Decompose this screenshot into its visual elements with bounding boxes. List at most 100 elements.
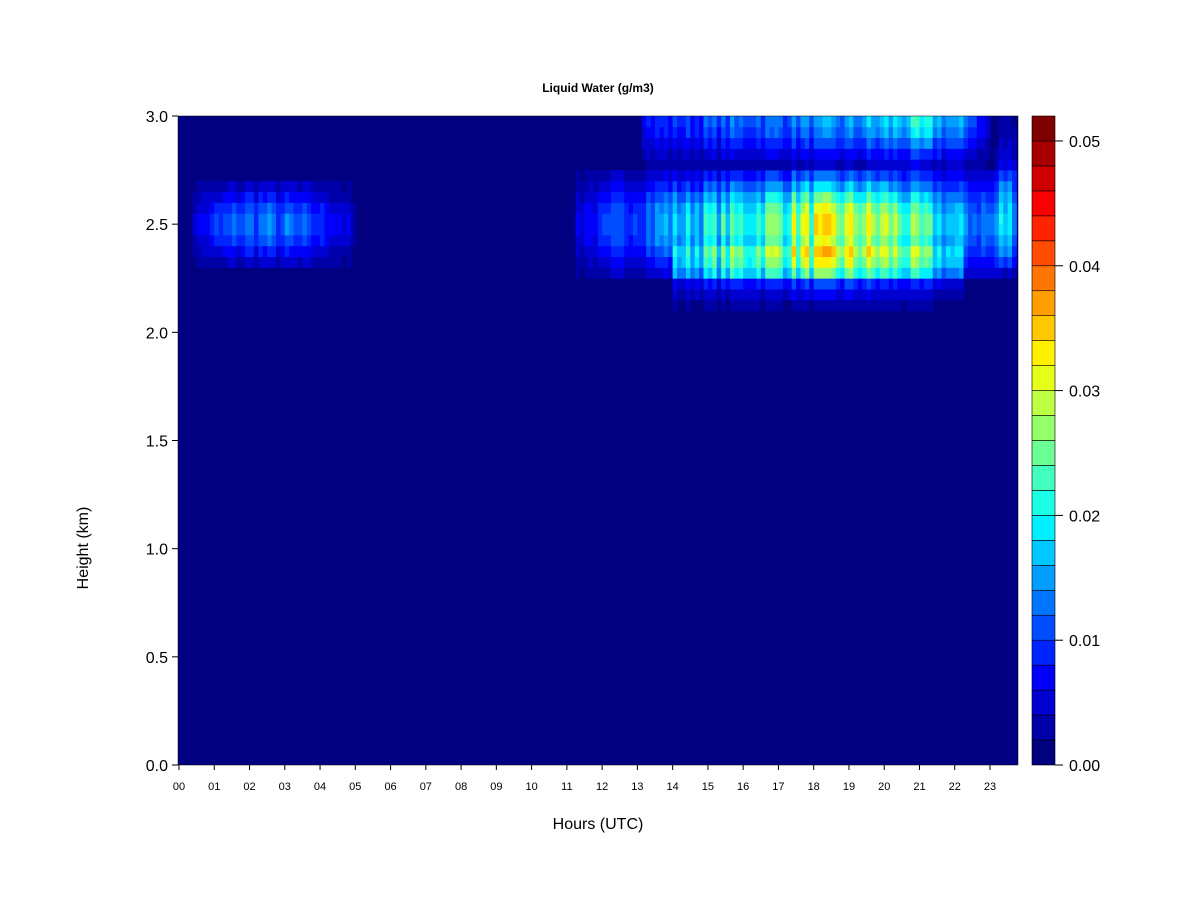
heatmap-cell xyxy=(985,137,991,149)
colorbar-swatch xyxy=(1031,589,1056,616)
heatmap-cell xyxy=(575,267,581,279)
heatmap-cell xyxy=(734,245,740,258)
heatmap-cell xyxy=(910,256,916,268)
heatmap-cell xyxy=(822,234,828,247)
heatmap-cell xyxy=(712,159,718,171)
heatmap-cell xyxy=(641,245,647,258)
heatmap-cell xyxy=(998,234,1004,247)
colorbar-swatch xyxy=(1031,165,1056,192)
heatmap-cell xyxy=(915,159,920,171)
heatmap-cell xyxy=(655,256,660,268)
heatmap-cell xyxy=(844,267,850,279)
heatmap-cell xyxy=(835,116,841,128)
heatmap-cell xyxy=(707,289,713,301)
heatmap-cell xyxy=(950,278,956,290)
heatmap-cell xyxy=(985,224,991,236)
heatmap-cell xyxy=(619,224,625,236)
heatmap-cell xyxy=(685,202,691,214)
heatmap-cell xyxy=(729,126,735,139)
heatmap-cell xyxy=(315,256,321,268)
heatmap-cell xyxy=(866,289,872,301)
heatmap-cell xyxy=(822,267,828,279)
heatmap-cell xyxy=(209,224,215,236)
heatmap-cell xyxy=(320,213,325,225)
heatmap-cell xyxy=(906,299,912,312)
heatmap-cell xyxy=(253,224,259,236)
heatmap-cell xyxy=(685,137,691,149)
heatmap-cell xyxy=(866,299,872,312)
heatmap-cell xyxy=(306,245,312,258)
colorbar: 0.000.010.020.030.040.05 xyxy=(1031,115,1100,775)
heatmap-cell xyxy=(963,245,969,258)
heatmap-cell xyxy=(690,170,696,182)
heatmap-cell xyxy=(575,234,581,247)
heatmap-cell xyxy=(919,202,925,214)
heatmap-cell xyxy=(333,256,339,268)
heatmap-cell xyxy=(866,267,872,279)
heatmap-cell xyxy=(725,278,731,290)
heatmap-cell xyxy=(998,213,1004,225)
heatmap-cell xyxy=(888,224,894,236)
heatmap-cell xyxy=(584,191,590,203)
heatmap-cell xyxy=(879,202,885,214)
heatmap-cell xyxy=(804,224,810,236)
heatmap-cell xyxy=(945,224,951,236)
heatmap-cell xyxy=(712,148,718,160)
heatmap-cell xyxy=(954,116,960,128)
heatmap-cell xyxy=(218,213,224,225)
heatmap-cell xyxy=(932,234,938,247)
heatmap-cell xyxy=(668,159,674,171)
heatmap-cell xyxy=(848,213,854,225)
heatmap-cell xyxy=(923,234,929,247)
heatmap-cell xyxy=(972,180,978,193)
heatmap-cell xyxy=(800,116,806,128)
colorbar-tick-label: 0.05 xyxy=(1069,134,1100,151)
heatmap-cell xyxy=(818,289,823,301)
heatmap-cell xyxy=(959,234,964,247)
heatmap-cell xyxy=(716,278,722,290)
heatmap-cell xyxy=(835,289,841,301)
x-tick-label: 17 xyxy=(772,781,784,793)
heatmap-cell xyxy=(641,267,647,279)
heatmap-cell xyxy=(915,116,920,128)
y-tick-label: 1.5 xyxy=(146,434,168,451)
heatmap-cell xyxy=(769,224,775,236)
heatmap-cell xyxy=(227,202,233,214)
heatmap-cell xyxy=(857,202,863,214)
heatmap-cell xyxy=(249,180,255,193)
heatmap-cell xyxy=(857,224,863,236)
heatmap-cell xyxy=(668,245,674,258)
heatmap-cell xyxy=(906,116,912,128)
heatmap-cell xyxy=(835,299,841,312)
heatmap-cell xyxy=(580,180,585,193)
heatmap-cell xyxy=(963,180,969,193)
heatmap-cell xyxy=(337,224,343,236)
heatmap-cell xyxy=(271,245,277,258)
heatmap-cell xyxy=(333,180,339,193)
heatmap-cell xyxy=(729,289,735,301)
heatmap-cell xyxy=(236,180,242,193)
heatmap-cell xyxy=(901,224,907,236)
heatmap-cell xyxy=(659,245,665,258)
heatmap-cell xyxy=(875,256,881,268)
heatmap-cell xyxy=(597,191,603,203)
heatmap-cell xyxy=(668,137,674,149)
x-axis-label: Hours (UTC) xyxy=(553,816,644,833)
heatmap-cell xyxy=(681,224,687,236)
heatmap-cell xyxy=(967,116,973,128)
heatmap-cell xyxy=(915,299,920,312)
heatmap-cell xyxy=(324,256,330,268)
heatmap-cell xyxy=(937,180,942,193)
heatmap-cell xyxy=(659,126,665,139)
heatmap-cell xyxy=(778,289,784,301)
heatmap-cell xyxy=(954,289,960,301)
heatmap-cell xyxy=(893,213,898,225)
heatmap-cell xyxy=(650,245,656,258)
heatmap-cell xyxy=(743,234,748,247)
heatmap-cell xyxy=(923,245,929,258)
heatmap-cell xyxy=(981,170,986,182)
heatmap-cell xyxy=(751,116,757,128)
heatmap-cell xyxy=(844,191,850,203)
heatmap-cell xyxy=(593,267,599,279)
heatmap-cell xyxy=(765,256,771,268)
